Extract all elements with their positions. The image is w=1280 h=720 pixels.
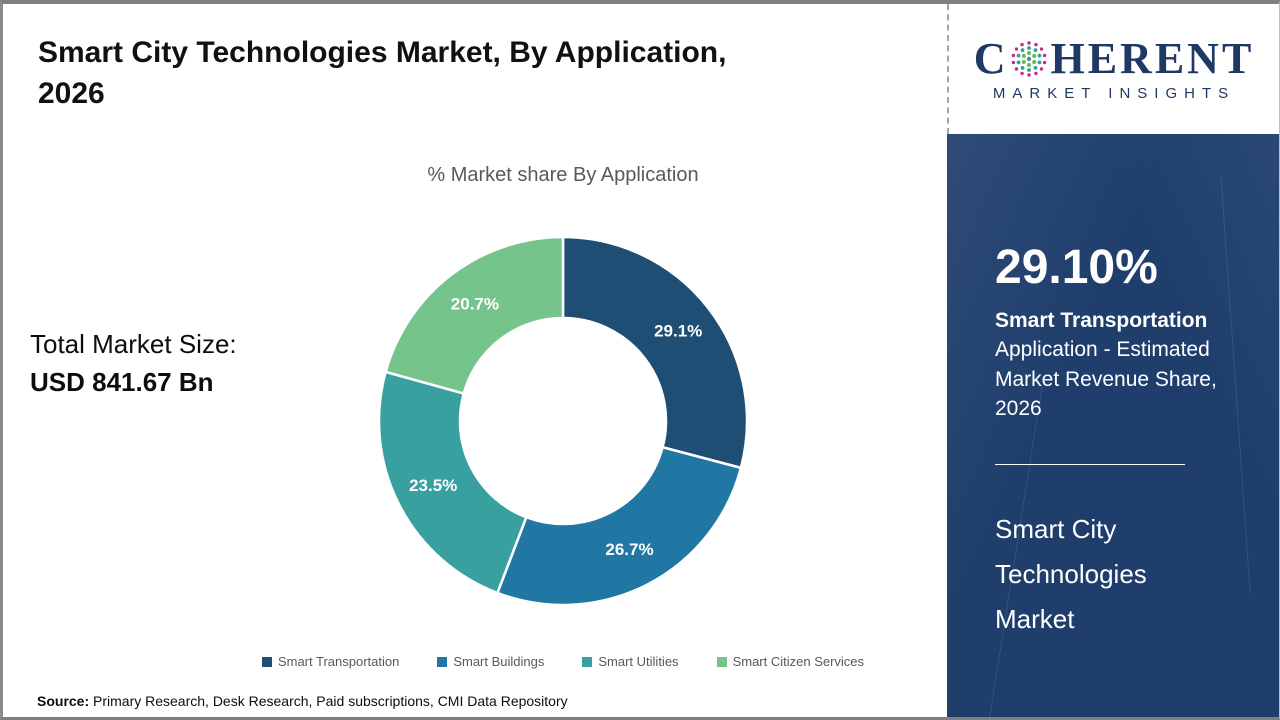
globe-dot — [1027, 72, 1032, 77]
globe-dot — [1032, 59, 1037, 64]
globe-dot — [1012, 53, 1016, 57]
donut-slice-smart-transportation — [561, 235, 749, 470]
chart-legend: Smart Transportation Smart Buildings Smart… — [173, 654, 953, 669]
globe-dot — [1022, 53, 1027, 58]
globe-dot — [1043, 53, 1047, 57]
highlight-sidebar: 29.10% Smart Transportation Application … — [947, 134, 1279, 717]
globe-dot — [1034, 71, 1039, 75]
globe-dot — [1040, 66, 1044, 71]
slice-label-smart-utilities: 23.5% — [409, 476, 457, 495]
source-note: Source: Primary Research, Desk Research,… — [37, 693, 568, 709]
brand-logo: C HERENT — [973, 33, 1255, 83]
donut-slice-smart-citizen-services — [384, 235, 565, 395]
donut-slice-smart-buildings — [496, 445, 743, 607]
globe-dot — [1020, 71, 1025, 75]
donut-chart-svg: 29.1% 26.7% 23.5% 20.7% — [377, 235, 749, 607]
globe-dot — [1034, 42, 1039, 46]
globe-dot — [1027, 56, 1032, 61]
sidebar-market-name: Smart City Technologies Market — [995, 514, 1147, 634]
legend-marker-smart-citizen-services — [716, 656, 727, 667]
legend-item-smart-buildings: Smart Buildings — [437, 654, 544, 669]
page-title: Smart City Technologies Market, By Appli… — [38, 32, 918, 115]
globe-dot — [1015, 66, 1019, 71]
donut-slice-smart-utilities — [377, 370, 528, 595]
globe-dot — [1034, 47, 1038, 52]
chart-subtitle: % Market share By Application — [427, 164, 699, 186]
globe-dot — [1027, 67, 1032, 72]
globe-dot — [1038, 53, 1042, 57]
globe-dot — [1021, 65, 1025, 70]
legend-item-smart-citizen-services: Smart Citizen Services — [716, 654, 865, 669]
globe-dot — [1038, 60, 1042, 64]
globe-dot — [1022, 59, 1027, 64]
highlight-percentage: 29.10% — [995, 241, 1158, 294]
sidebar-divider — [995, 464, 1185, 466]
legend-item-smart-transportation: Smart Transportation — [261, 654, 400, 669]
total-market-size-value: USD 841.67 Bn — [30, 367, 214, 397]
globe-dots-icon — [1012, 40, 1047, 77]
highlight-segment-name: Smart Transportation — [995, 308, 1208, 332]
slice-label-smart-buildings: 26.7% — [605, 540, 653, 559]
globe-dot — [1032, 53, 1037, 58]
globe-dot — [1027, 62, 1032, 67]
legend-label-smart-transportation: Smart Transportation — [277, 654, 400, 669]
main-chart-area: Smart City Technologies Market, By Appli… — [3, 4, 947, 717]
logo-tagline: MARKET INSIGHTS — [992, 84, 1236, 102]
globe-dot — [1027, 45, 1032, 50]
page-title-line2: 2026 — [38, 77, 105, 111]
slice-label-smart-citizen-services: 20.7% — [451, 295, 499, 314]
globe-dot — [1020, 42, 1025, 46]
brand-logo-area: C HERENT MARKET INSIGHTS — [947, 4, 1279, 134]
highlight-description: Application - Estimated Market Revenue S… — [995, 337, 1217, 421]
page-title-line1: Smart City Technologies Market, By Appli… — [38, 36, 727, 69]
source-label: Source: — [37, 693, 90, 709]
globe-dot — [1012, 60, 1016, 64]
globe-dot — [1034, 65, 1038, 70]
source-text: Primary Research, Desk Research, Paid su… — [93, 693, 568, 709]
total-market-size-label: Total Market Size: — [30, 329, 237, 359]
total-market-size: Total Market Size: USD 841.67 Bn — [30, 329, 237, 398]
right-panel: C HERENT MARKET INSIGHTS 29.10% Smart Tr… — [947, 4, 1279, 717]
globe-dot — [1015, 46, 1019, 51]
globe-dot — [1017, 60, 1021, 64]
globe-dot — [1027, 40, 1032, 45]
donut-chart: 29.1% 26.7% 23.5% 20.7% — [375, 233, 751, 609]
globe-dot — [1017, 53, 1021, 57]
legend-marker-smart-utilities — [582, 656, 593, 667]
legend-label-smart-citizen-services: Smart Citizen Services — [732, 654, 865, 669]
logo-text-prefix: C — [973, 33, 1009, 83]
legend-label-smart-buildings: Smart Buildings — [453, 654, 545, 669]
globe-dot — [1021, 47, 1025, 52]
slice-label-smart-transportation: 29.1% — [654, 322, 702, 341]
globe-dot — [1043, 60, 1047, 64]
legend-marker-smart-buildings — [437, 656, 448, 667]
legend-marker-smart-transportation — [261, 656, 272, 667]
legend-label-smart-utilities: Smart Utilities — [598, 654, 679, 669]
legend-item-smart-utilities: Smart Utilities — [582, 654, 679, 669]
logo-text-suffix: HERENT — [1050, 33, 1255, 83]
globe-dot — [1027, 50, 1032, 55]
globe-dot — [1040, 46, 1044, 51]
